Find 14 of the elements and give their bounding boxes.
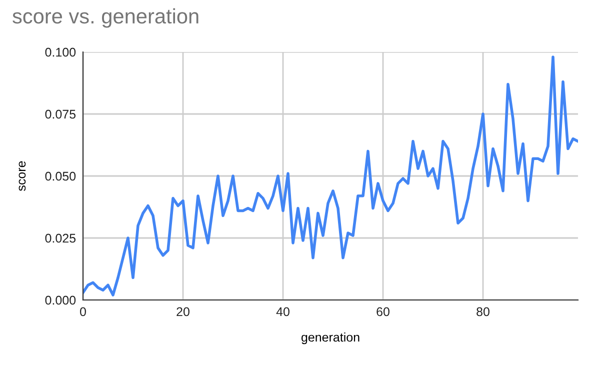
x-tick-label: 40 <box>276 307 290 316</box>
y-tick-label: 0.025 <box>45 234 76 243</box>
y-tick-label: 0.075 <box>45 110 76 119</box>
x-tick-label: 80 <box>476 307 490 316</box>
y-axis-title: score <box>18 161 26 191</box>
y-tick-label: 0.000 <box>45 296 76 305</box>
y-tick-label: 0.050 <box>45 172 76 181</box>
x-tick-label: 60 <box>376 307 390 316</box>
x-tick-label: 0 <box>80 307 86 316</box>
chart-title: score vs. generation <box>12 8 198 28</box>
x-tick-label: 20 <box>176 307 190 316</box>
x-axis-title: generation <box>301 332 360 344</box>
y-tick-label: 0.100 <box>45 48 76 57</box>
line-series <box>83 56 578 296</box>
